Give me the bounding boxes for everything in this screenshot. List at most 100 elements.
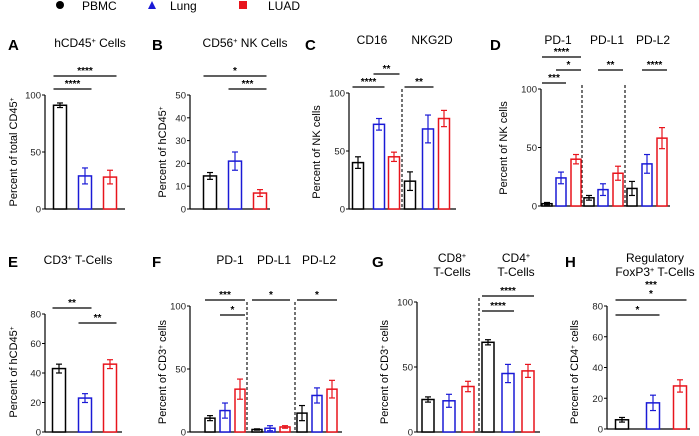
bar-luad [521,370,535,433]
significance-label: * [636,305,640,316]
y-axis-label: Percent of CD3+ cells [157,319,169,424]
significance-label: **** [554,47,570,58]
panel-d: D PD-1 PD-L1 PD-L2 Percent of NK cells 0 50 100… [490,33,670,213]
panel-letter: D [490,37,501,54]
text-segment: Regulatory [626,251,684,265]
circle-marker-icon [56,1,64,9]
group-label: Regulatory [626,251,684,265]
bar-luad [461,385,475,433]
superscript: + [68,253,72,262]
y-tick-label: 0 [598,425,603,436]
y-tick-label: 50 [334,147,345,158]
group-label: PD-L1 [590,33,624,47]
y-axis-label: Percent of total CD45+ [8,97,20,206]
bar-luad [387,156,401,210]
y-tick-label: 0 [181,205,186,216]
text-segment: CD3 [44,253,68,267]
significance-label: *** [548,73,560,84]
text-segment: FoxP3 [615,265,650,279]
significance-label: *** [219,290,231,301]
significance-label: **** [490,301,506,312]
panel-letter: H [565,254,576,271]
superscript: + [462,251,466,260]
y-tick-label: 20 [30,398,41,409]
y-axis-label: Percent of NK cells [498,101,510,195]
group-label-line2: T-Cells [433,265,470,279]
superscript: + [526,251,530,260]
y-axis-label: Percent of CD3+ cells [379,319,391,424]
group-label: CD16 [357,33,388,47]
y-tick-label: 80 [30,310,41,321]
superscript: + [650,265,654,274]
text-segment: CD56 [203,36,234,50]
significance-label: * [567,60,571,71]
group-label: PD-1 [544,33,572,47]
text-segment: cells [157,319,169,345]
group-label: CD8+ [438,251,466,266]
bar-pbmc [202,175,218,210]
superscript: + [233,36,237,45]
panel-letter: F [152,254,161,271]
triangle-marker-icon [148,1,156,9]
bar-pbmc [481,341,495,433]
y-tick-label: 80 [592,302,603,313]
superscript: + [158,106,165,110]
significance-label: **** [361,77,377,88]
group-label: CD4+ [502,251,530,266]
y-tick-label: 100 [397,298,413,309]
significance-label: *** [242,79,254,90]
group-label: PD-L2 [636,33,670,47]
y-tick-label: 50 [30,148,41,159]
significance-label: **** [647,60,663,71]
y-tick-label: 50 [402,363,413,374]
y-tick-label: 0 [532,202,537,213]
y-tick-label: 0 [36,205,41,216]
legend-label-lung: Lung [170,0,197,13]
y-tick-label: 0 [36,428,41,436]
panel-title: CD56+ NK Cells [203,36,288,51]
y-tick-label: 30 [175,136,186,147]
y-tick-label: 50 [175,91,186,102]
y-tick-label: 20 [592,394,603,405]
bar-luad [570,158,582,207]
text-segment: Cells [96,36,126,50]
bar-lung [77,397,93,433]
text-segment: Percent of CD4 [569,349,581,424]
group-label: PD-L2 [302,253,336,267]
y-tick-label: 0 [408,428,413,436]
text-segment: CD4 [502,251,526,265]
significance-label: * [315,290,319,301]
y-axis-label: Percent of CD4+ cells [569,319,581,424]
panel-letter: B [152,37,163,54]
y-tick-label: 100 [25,91,41,102]
significance-label: ** [607,60,615,71]
y-tick-label: 10 [175,182,186,193]
text-segment: cells [379,319,391,345]
text-segment: Percent of total CD45 [8,101,20,206]
text-segment: Percent of NK cells [311,105,323,199]
text-segment: T-Cells [72,253,112,267]
y-tick-label: 40 [30,369,41,380]
significance-label: **** [500,286,516,297]
significance-label: * [649,289,653,300]
significance-label: ** [68,298,76,309]
superscript: + [9,326,16,330]
panel-letter: A [8,37,19,54]
panel-letter: G [372,254,384,271]
bar-pbmc [52,104,68,210]
significance-label: * [233,66,237,77]
significance-label: ** [383,64,391,75]
bar-pbmc [351,161,365,210]
square-marker-icon [239,1,247,9]
superscript: + [92,36,96,45]
y-tick-label: 50 [526,143,537,154]
superscript: + [9,97,16,101]
y-tick-label: 60 [592,332,603,343]
significance-label: *** [645,280,657,291]
